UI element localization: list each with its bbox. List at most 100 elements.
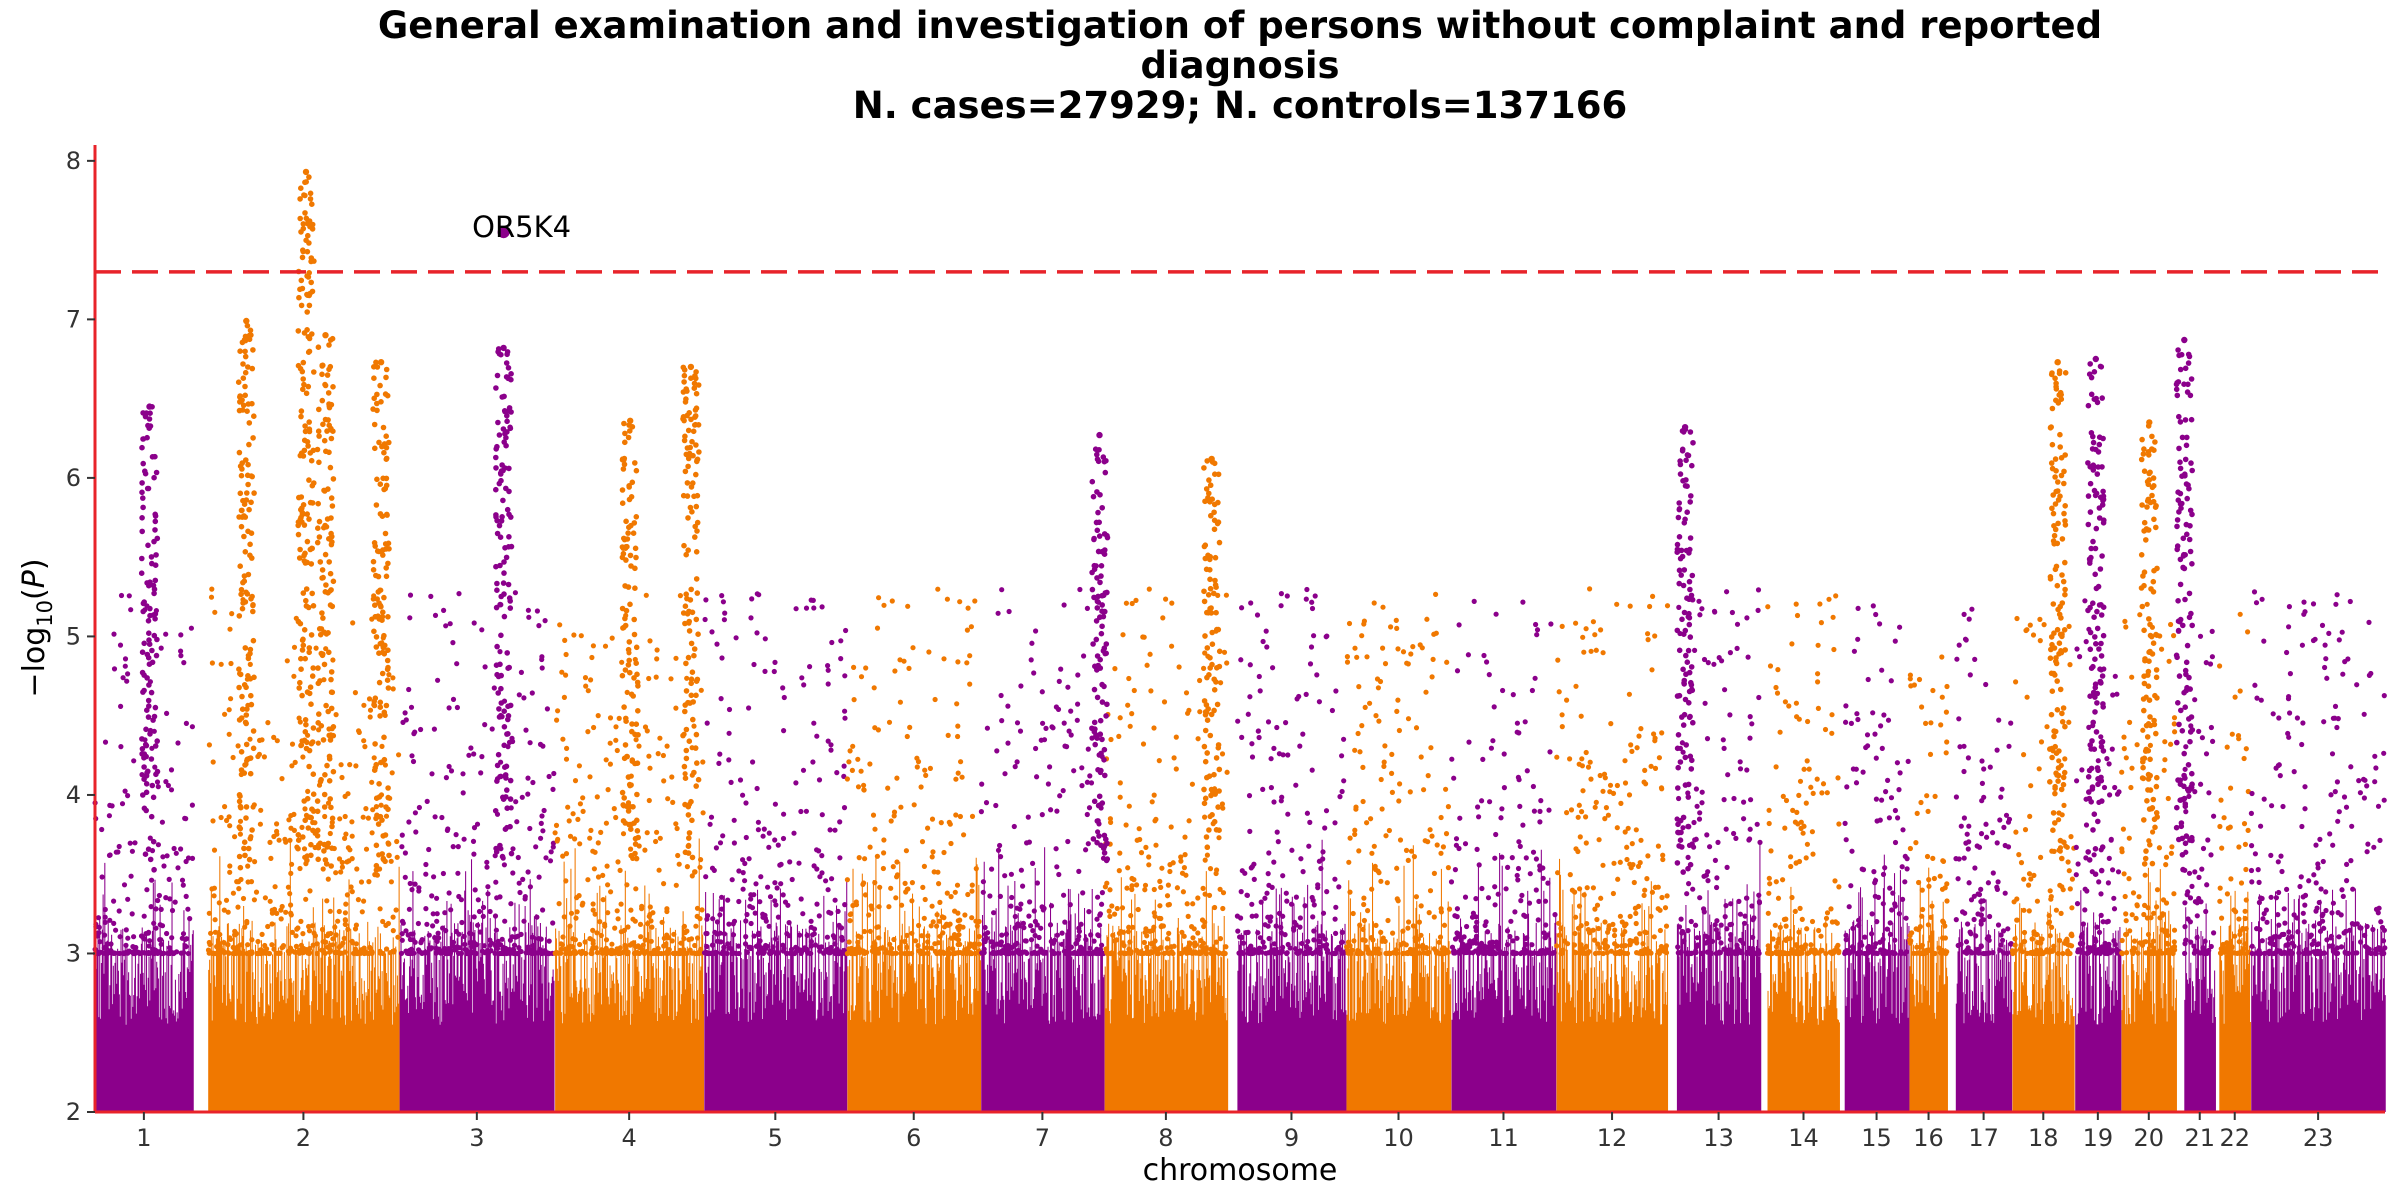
y-tick-label: 7 [66,305,81,333]
peak-chromosome-4 [680,363,702,875]
peak-chromosome-20 [2138,419,2160,867]
peak-chromosome-19 [2085,355,2107,878]
y-axis-title-group: −log10(P) [17,558,57,697]
peak-chromosome-2 [295,168,317,864]
y-tick-label: 4 [66,781,81,809]
x-tick-label-chr-9: 9 [1284,1124,1299,1152]
x-tick-label-chr-3: 3 [469,1124,484,1152]
chart-title-line-3: N. cases=27929; N. controls=137166 [852,84,1628,127]
y-axis-title-suffix: ( [17,588,52,600]
peak-chromosome-1 [138,403,161,873]
x-tick-label-chr-18: 18 [2028,1124,2059,1152]
peak-chromosome-21 [2173,336,2196,873]
peak-chromosome-8 [1201,455,1223,851]
peak-chromosome-18 [2047,359,2069,862]
y-axis-title: −log10(P) [17,558,57,697]
peak-chromosome-3 [492,344,515,860]
chromosome-3-points-dense [399,859,555,1112]
chromosome-8-points-dense [1104,871,1229,1112]
chromosome-10-points-dense [1346,845,1452,1112]
x-tick-label-chr-14: 14 [1788,1124,1819,1152]
x-tick-label-chr-7: 7 [1035,1124,1050,1152]
chromosome-13-points-sparse [1674,587,1763,957]
chromosome-10-points-sparse [1344,591,1453,957]
chromosome-21-points-dense [2184,903,2216,1112]
x-tick-label-chr-15: 15 [1861,1124,1892,1152]
peak-chromosome-7 [1089,431,1111,864]
x-ticks-layer: 1 2 3 4 5 6 7 8 9 10 11 12 13 14 15 16 17 18 19 20 21 22 23 [136,1112,2333,1152]
x-tick-label-chr-19: 19 [2083,1124,2114,1152]
chromosome-1-points-sparse [92,592,196,957]
y-axis-title-p: P [17,569,52,588]
chromosome-2-points-dense [208,838,400,1112]
chart-title-line-1: General examination and investigation of… [377,4,2103,47]
x-tick-label-chr-21: 21 [2184,1124,2215,1152]
chromosome-20-points-dense [2121,867,2177,1112]
y-tick-label: 2 [66,1098,81,1126]
chromosome-16-points-dense [1909,867,1948,1112]
chromosome-4-points-dense [555,838,705,1112]
peak-chromosome-4 [619,417,641,862]
chromosome-4-points-sparse [552,592,706,957]
peak-chromosome-2 [314,331,337,869]
y-axis-title-prefix: −log [17,627,52,698]
chart-title-line-2: diagnosis [1140,44,1340,87]
chromosome-12-points-sparse [1554,586,1671,957]
x-tick-label-chr-11: 11 [1488,1124,1519,1152]
chromosome-13-points-dense [1676,843,1762,1112]
chromosome-15-points-dense [1844,854,1910,1112]
y-axis-title-close: ) [17,558,52,570]
x-tick-label-chr-22: 22 [2219,1124,2250,1152]
chromosome-11-points-dense [1451,849,1557,1112]
chromosome-23-points-dense [2251,888,2386,1112]
chromosome-21-points-sparse [2182,628,2217,957]
chromosome-7-points-sparse [978,586,1107,957]
chromosome-22-points-sparse [2217,611,2252,957]
y-tick-label: 3 [66,939,81,967]
x-tick-label-chr-17: 17 [1968,1124,1999,1152]
chromosome-23-points-sparse [2248,589,2388,957]
x-tick-label-chr-23: 23 [2303,1124,2334,1152]
chromosome-18-points-sparse [2009,615,2077,957]
annotated-point[interactable] [497,226,510,239]
x-tick-label-chr-20: 20 [2134,1124,2165,1152]
chart-title: General examination and investigation of… [0,6,2400,126]
x-tick-label-chr-8: 8 [1158,1124,1173,1152]
x-tick-label-chr-5: 5 [768,1124,783,1152]
chromosome-1-points-dense [95,862,194,1112]
x-tick-label-chr-13: 13 [1703,1124,1734,1152]
chromosome-3-points-sparse [398,590,557,957]
y-tick-label: 5 [66,622,81,650]
x-axis-title: chromosome [1143,1153,1338,1188]
x-tick-label-chr-12: 12 [1597,1124,1628,1152]
chromosome-9-points-sparse [1234,586,1347,957]
chromosome-6-points-sparse [844,586,983,957]
chromosome-5-points-dense [704,881,848,1112]
peak-chromosome-13 [1674,424,1696,875]
chromosome-9-points-dense [1237,839,1347,1112]
x-tick-label-chr-1: 1 [136,1124,151,1152]
annotation-label-or5k4: OR5K4 [472,210,571,244]
chromosome-16-points-sparse [1907,654,1950,957]
x-tick-label-chr-4: 4 [622,1124,637,1152]
chromosome-6-points-dense [847,854,982,1112]
x-tick-label-chr-10: 10 [1383,1124,1414,1152]
chromosome-7-points-dense [981,847,1105,1112]
y-axis-title-sub: 10 [33,600,57,627]
x-tick-label-chr-2: 2 [296,1124,311,1152]
peak-chromosome-2 [370,359,392,873]
y-tick-label: 8 [66,147,81,175]
chromosome-2-points-sparse [205,586,402,957]
chromosome-17-points-sparse [1953,606,2014,957]
points-layer [92,168,2388,1112]
chromosome-5-points-sparse [701,591,849,957]
chromosome-20-points-sparse [2119,601,2178,957]
chromosome-14-points-dense [1767,886,1840,1112]
y-ticks-layer: 2 3 4 5 6 7 8 [66,147,95,1126]
y-tick-label: 6 [66,464,81,492]
peak-chromosome-2 [235,317,257,871]
chromosome-12-points-dense [1556,858,1669,1112]
x-tick-label-chr-16: 16 [1913,1124,1944,1152]
chromosome-8-points-sparse [1102,586,1230,957]
